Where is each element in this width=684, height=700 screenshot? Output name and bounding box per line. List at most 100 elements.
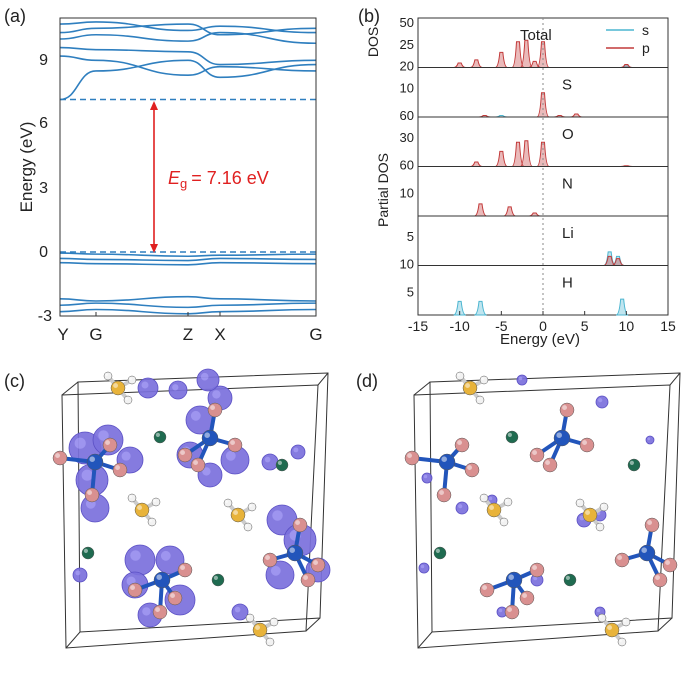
- atom-highlight: [83, 548, 88, 554]
- O-atom: [112, 462, 128, 478]
- ytick-m3: -3: [38, 308, 52, 325]
- isosurface-highlight: [458, 504, 463, 509]
- Li-atom: [563, 573, 577, 587]
- atom-highlight: [556, 432, 562, 439]
- dos-ytick: 50: [400, 15, 414, 30]
- atom-highlight: [585, 510, 590, 515]
- band-line: [59, 295, 317, 302]
- H-atom: [147, 517, 157, 527]
- dos-p-peak: [453, 62, 466, 68]
- O-atom: [579, 437, 595, 453]
- atom-highlight: [532, 450, 537, 455]
- Li-atom: [433, 546, 447, 560]
- atom-highlight: [501, 519, 504, 522]
- S-atom: [462, 380, 478, 396]
- atom-highlight: [481, 495, 484, 498]
- atom-highlight: [125, 397, 128, 400]
- atom-highlight: [465, 383, 470, 388]
- O-atom: [127, 582, 143, 598]
- isosurface-lobe: [595, 395, 609, 409]
- atom-highlight: [647, 520, 652, 525]
- isosurface-lobe: [455, 501, 469, 515]
- dos-ytick: 5: [407, 285, 414, 300]
- O-atom: [519, 590, 535, 606]
- O-atom: [454, 437, 470, 453]
- O-atom: [644, 517, 660, 533]
- atom-highlight: [597, 524, 600, 527]
- N-atom: [86, 453, 104, 471]
- isosurface-highlight: [423, 474, 428, 479]
- H-atom: [597, 613, 607, 623]
- panel-b-label: (b): [358, 6, 380, 26]
- atom-highlight: [289, 547, 296, 553]
- atom-highlight: [477, 397, 480, 400]
- S-atom: [604, 622, 620, 638]
- kpoint-Y: Y: [57, 325, 68, 344]
- isosurface-highlight: [200, 372, 209, 381]
- band-line: [59, 31, 317, 45]
- atom-highlight: [156, 574, 162, 580]
- atom-highlight: [180, 565, 185, 570]
- O-atom: [652, 572, 668, 588]
- H-atom: [621, 617, 631, 627]
- isosurface-highlight: [98, 430, 109, 441]
- atom-highlight: [577, 500, 580, 503]
- H-atom: [575, 498, 585, 508]
- ytick-9: 9: [39, 52, 48, 69]
- isosurface-highlight: [75, 570, 81, 576]
- band-line: [59, 46, 317, 66]
- atom-highlight: [87, 490, 93, 495]
- dos-row-label: Total: [520, 27, 552, 44]
- dos-p-peak: [503, 206, 516, 217]
- atom-highlight: [113, 383, 119, 388]
- atom-highlight: [233, 510, 238, 515]
- atom-highlight: [129, 377, 133, 380]
- unit-cell-edge: [669, 372, 681, 386]
- dos-xtick: -10: [450, 318, 470, 334]
- isosurface-highlight: [234, 606, 241, 613]
- O-atom: [207, 402, 223, 418]
- band-line: [59, 23, 317, 36]
- dos-row-label: Li: [562, 225, 574, 242]
- O-atom: [504, 604, 520, 620]
- H-atom: [223, 498, 233, 508]
- N-atom: [505, 571, 523, 589]
- atom-highlight: [629, 460, 635, 465]
- O-atom: [84, 487, 100, 503]
- atom-highlight: [155, 607, 160, 612]
- panel-c-label: (c): [4, 371, 25, 391]
- O-atom: [52, 450, 68, 466]
- dos-p-peak: [474, 203, 487, 217]
- isosurface-highlight: [272, 510, 283, 521]
- band-line: [59, 59, 317, 101]
- gap-arrow-head-bottom: [150, 244, 158, 253]
- atom-highlight: [155, 432, 160, 437]
- isosurface-lobe: [261, 453, 279, 471]
- dos-ytick: 10: [400, 81, 414, 96]
- atom-highlight: [180, 450, 185, 455]
- atom-highlight: [441, 456, 448, 463]
- atom-highlight: [481, 377, 484, 380]
- N-atom: [201, 429, 219, 447]
- dos-ytick: 60: [400, 158, 414, 173]
- H-atom: [127, 375, 137, 385]
- unit-cell-edge: [317, 372, 329, 386]
- atom-highlight: [245, 524, 249, 527]
- atom-highlight: [508, 574, 514, 580]
- legend-p-label: p: [642, 40, 650, 56]
- O-atom: [404, 450, 420, 466]
- O-atom: [662, 557, 678, 573]
- dos-ytick: 25: [400, 37, 414, 52]
- atom-highlight: [230, 440, 235, 445]
- unit-cell-edge: [657, 617, 673, 632]
- dos-p-peak: [511, 141, 525, 167]
- atom-highlight: [617, 555, 622, 560]
- kpoint-G: G: [89, 325, 102, 344]
- atom-highlight: [532, 565, 537, 570]
- dos-ytick: 10: [400, 186, 414, 201]
- isosurface-highlight: [293, 447, 299, 453]
- dos-p-peak: [495, 150, 508, 167]
- atom-highlight: [115, 465, 121, 470]
- Li-atom: [627, 458, 641, 472]
- H-atom: [503, 497, 513, 507]
